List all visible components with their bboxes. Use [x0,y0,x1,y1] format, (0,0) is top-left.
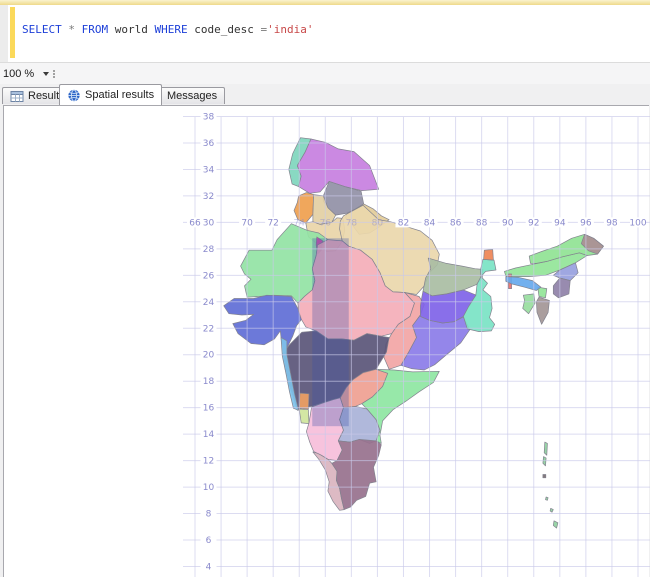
spatial-results-viewer[interactable] [3,105,649,577]
tab-label: Spatial results [85,89,155,101]
results-grid-icon [10,90,24,102]
zoom-value: 100 % [3,68,35,80]
tab-label: Results [28,90,65,102]
results-tab-strip: Results Spatial results Messages [0,84,650,105]
sql-editor[interactable]: SELECT * FROM world WHERE code_desc ='in… [0,5,650,62]
sql-query-line: SELECT * FROM world WHERE code_desc ='in… [22,23,314,36]
chevron-down-icon [43,72,50,76]
editor-gutter [0,5,8,62]
spatial-toolbar: 100 % [0,63,650,84]
modified-lines-strip [0,0,650,5]
zoom-dropdown[interactable]: 100 % [3,66,50,82]
globe-icon [68,88,80,102]
editor-results-splitter[interactable] [0,62,650,63]
tab-label: Messages [167,90,218,102]
toolbar-grip-icon [52,69,58,78]
tab-results[interactable]: Results [2,87,73,104]
tab-spatial-results[interactable]: Spatial results [59,84,163,105]
change-tracking-bar [10,7,15,58]
